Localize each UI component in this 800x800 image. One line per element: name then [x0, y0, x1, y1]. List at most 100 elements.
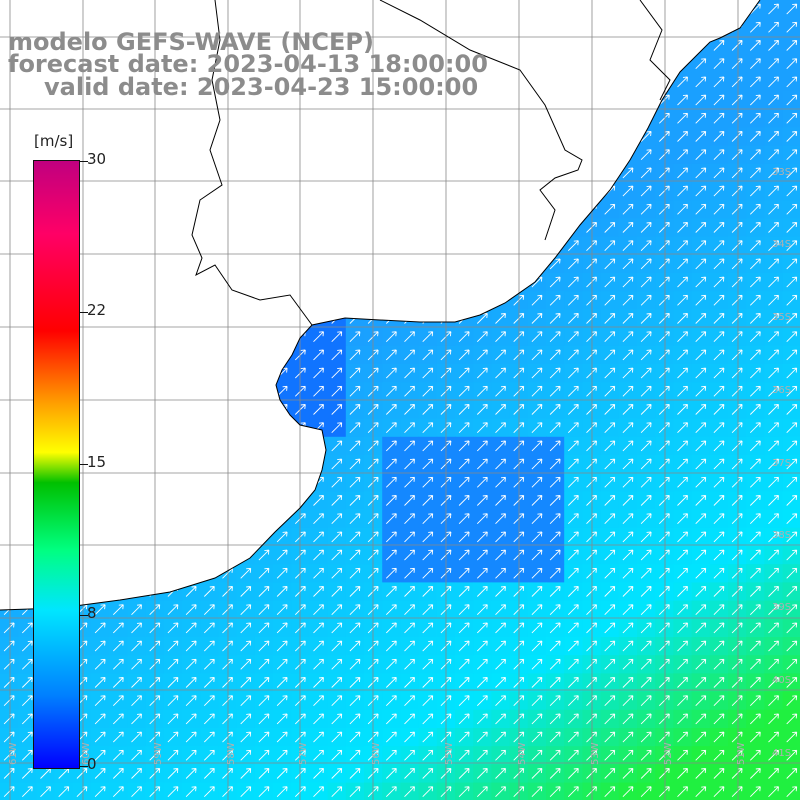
wind-arrow: [422, 622, 434, 634]
wind-arrow: [658, 695, 670, 707]
wind-arrow: [549, 349, 561, 361]
wind-arrow: [549, 695, 561, 707]
wind-arrow: [476, 385, 488, 397]
wind-arrow: [658, 112, 670, 124]
wind-arrow: [713, 458, 725, 470]
wind-arrow: [167, 640, 179, 652]
wind-arrow: [586, 658, 597, 670]
wind-arrow: [695, 586, 707, 597]
longitude-label: 51W: [736, 742, 747, 765]
colorbar: [33, 160, 80, 769]
wind-arrow: [677, 749, 688, 761]
forecast-date: forecast date: 2023-04-13 18:00:00: [8, 50, 488, 78]
wind-arrow: [385, 458, 397, 470]
wind-arrow: [167, 768, 179, 779]
wind-arrow: [695, 203, 707, 215]
wind-arrow: [404, 422, 415, 434]
wind-arrow: [495, 731, 506, 743]
wind-arrow: [404, 495, 415, 506]
wind-arrow: [458, 677, 470, 688]
wind-arrow: [677, 94, 688, 106]
wind-arrow: [531, 768, 543, 779]
wind-arrow: [21, 731, 33, 743]
wind-arrow: [21, 658, 33, 670]
wind-arrow: [640, 367, 652, 379]
wind-arrow: [786, 458, 798, 470]
wind-arrow: [276, 749, 288, 761]
wind-arrow: [622, 731, 634, 743]
wind-arrow: [404, 476, 415, 488]
wind-arrow: [713, 695, 725, 707]
wind-arrow: [131, 658, 142, 670]
wind-arrow: [586, 258, 597, 270]
wind-arrow: [640, 495, 652, 506]
wind-arrow: [203, 786, 215, 798]
wind-arrow: [695, 513, 707, 525]
wind-arrow: [749, 640, 761, 652]
wind-arrow: [458, 476, 470, 488]
wind-arrow: [185, 586, 197, 597]
wind-arrow: [331, 513, 343, 525]
wind-arrow: [604, 458, 616, 470]
wind-arrow: [567, 658, 579, 670]
wind-arrow: [276, 731, 288, 743]
wind-arrow: [768, 94, 779, 106]
wind-arrow: [549, 731, 561, 743]
wind-arrow: [786, 149, 798, 161]
wind-arrow: [258, 786, 270, 798]
wind-arrow: [495, 476, 506, 488]
wind-arrow: [331, 567, 343, 579]
wind-arrow: [695, 622, 707, 634]
wind-arrow: [476, 713, 488, 725]
wind-arrow: [586, 731, 597, 743]
colorbar-tick: [80, 615, 88, 616]
wind-arrow: [749, 404, 761, 415]
wind-arrow: [385, 677, 397, 688]
latitude-label: 41S: [772, 748, 791, 759]
wind-arrow: [695, 695, 707, 707]
wind-arrow: [422, 422, 434, 434]
wind-arrow: [640, 768, 652, 779]
wind-arrow: [276, 622, 288, 634]
wind-arrow: [786, 203, 798, 215]
wind-arrow: [495, 331, 506, 343]
wind-arrow: [658, 331, 670, 343]
wind-arrow: [622, 786, 634, 798]
wind-arrow: [21, 749, 33, 761]
wind-arrow: [258, 622, 270, 634]
wind-arrow: [768, 586, 779, 597]
wind-arrow: [695, 76, 707, 88]
wind-arrow: [786, 622, 798, 634]
wind-arrow: [94, 677, 106, 688]
wind-arrow: [404, 549, 415, 561]
latitude-label: 34S: [772, 239, 791, 250]
wind-arrow: [404, 385, 415, 397]
wind-arrow: [768, 58, 779, 70]
wind-arrow: [240, 695, 252, 707]
wind-arrow: [495, 622, 506, 634]
wind-arrow: [640, 476, 652, 488]
wind-arrow: [567, 404, 579, 415]
wind-arrow: [658, 203, 670, 215]
wind-arrow: [749, 167, 761, 179]
wind-arrow: [422, 749, 434, 761]
wind-arrow: [622, 458, 634, 470]
wind-arrow: [786, 276, 798, 288]
wind-arrow: [768, 677, 779, 688]
wind-arrow: [112, 658, 124, 670]
wind-arrow: [658, 713, 670, 725]
wind-arrow: [240, 749, 252, 761]
longitude-label: 61W: [8, 742, 19, 765]
wind-arrow: [604, 677, 616, 688]
wind-arrow: [349, 695, 361, 707]
wind-arrow: [567, 640, 579, 652]
wind-arrow: [203, 731, 215, 743]
wind-arrow: [749, 749, 761, 761]
wind-arrow: [622, 367, 634, 379]
wind-arrow: [185, 749, 197, 761]
wind-arrow: [276, 768, 288, 779]
wind-arrow: [677, 549, 688, 561]
wind-arrow: [567, 294, 579, 306]
longitude-label: 56W: [371, 742, 382, 765]
wind-arrow: [458, 531, 470, 543]
